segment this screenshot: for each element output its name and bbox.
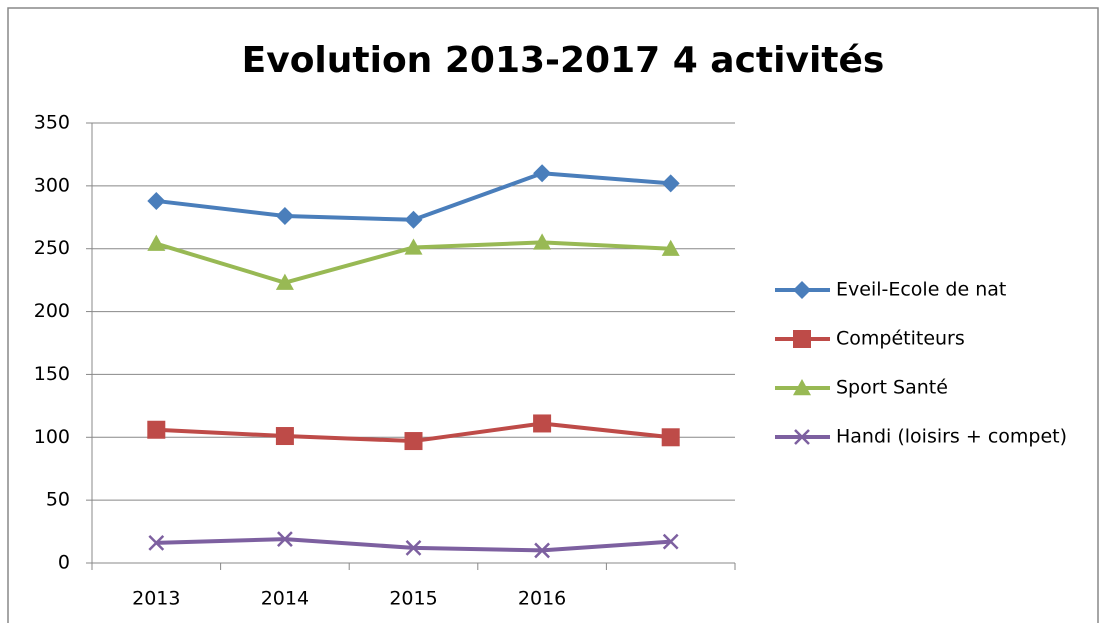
y-tick-label: 250 [34, 237, 70, 259]
y-tick-label: 350 [34, 112, 70, 134]
marker [404, 238, 423, 255]
marker [275, 273, 294, 290]
chart-title: Evolution 2013-2017 4 activités [242, 40, 885, 81]
y-tick-label: 0 [58, 552, 70, 574]
legend-marker [793, 330, 811, 348]
marker [661, 239, 680, 256]
legend-marker [793, 281, 811, 299]
marker [661, 174, 680, 193]
marker [661, 428, 680, 447]
marker [147, 234, 166, 251]
marker [404, 210, 423, 229]
legend-label: Handi (loisirs + compet) [836, 426, 1067, 448]
marker [275, 207, 294, 226]
marker [662, 533, 679, 550]
chart-border [7, 7, 1099, 627]
x-tick-label: 2015 [389, 588, 437, 610]
marker [147, 191, 166, 210]
y-tick-label: 150 [34, 363, 70, 385]
marker [148, 535, 165, 551]
legend-marker [793, 379, 811, 396]
marker [404, 432, 423, 451]
y-tick-label: 100 [34, 426, 70, 448]
marker [275, 427, 294, 446]
legend-label: Sport Santé [836, 377, 948, 399]
legend-label: Eveil-Ecole de nat [836, 279, 1006, 301]
legend-marker [794, 429, 810, 445]
marker [534, 542, 550, 559]
marker [277, 531, 293, 547]
y-tick-label: 200 [34, 300, 70, 322]
x-tick-label: 2013 [132, 588, 180, 610]
marker [533, 233, 552, 250]
marker [147, 420, 166, 439]
marker [533, 414, 552, 433]
y-tick-label: 300 [34, 174, 70, 196]
marker [405, 540, 422, 556]
marker [533, 164, 552, 183]
legend-label: Compétiteurs [836, 328, 965, 350]
x-tick-label: 2016 [518, 588, 566, 610]
x-tick-label: 2014 [261, 588, 309, 610]
y-tick-label: 50 [46, 489, 70, 511]
